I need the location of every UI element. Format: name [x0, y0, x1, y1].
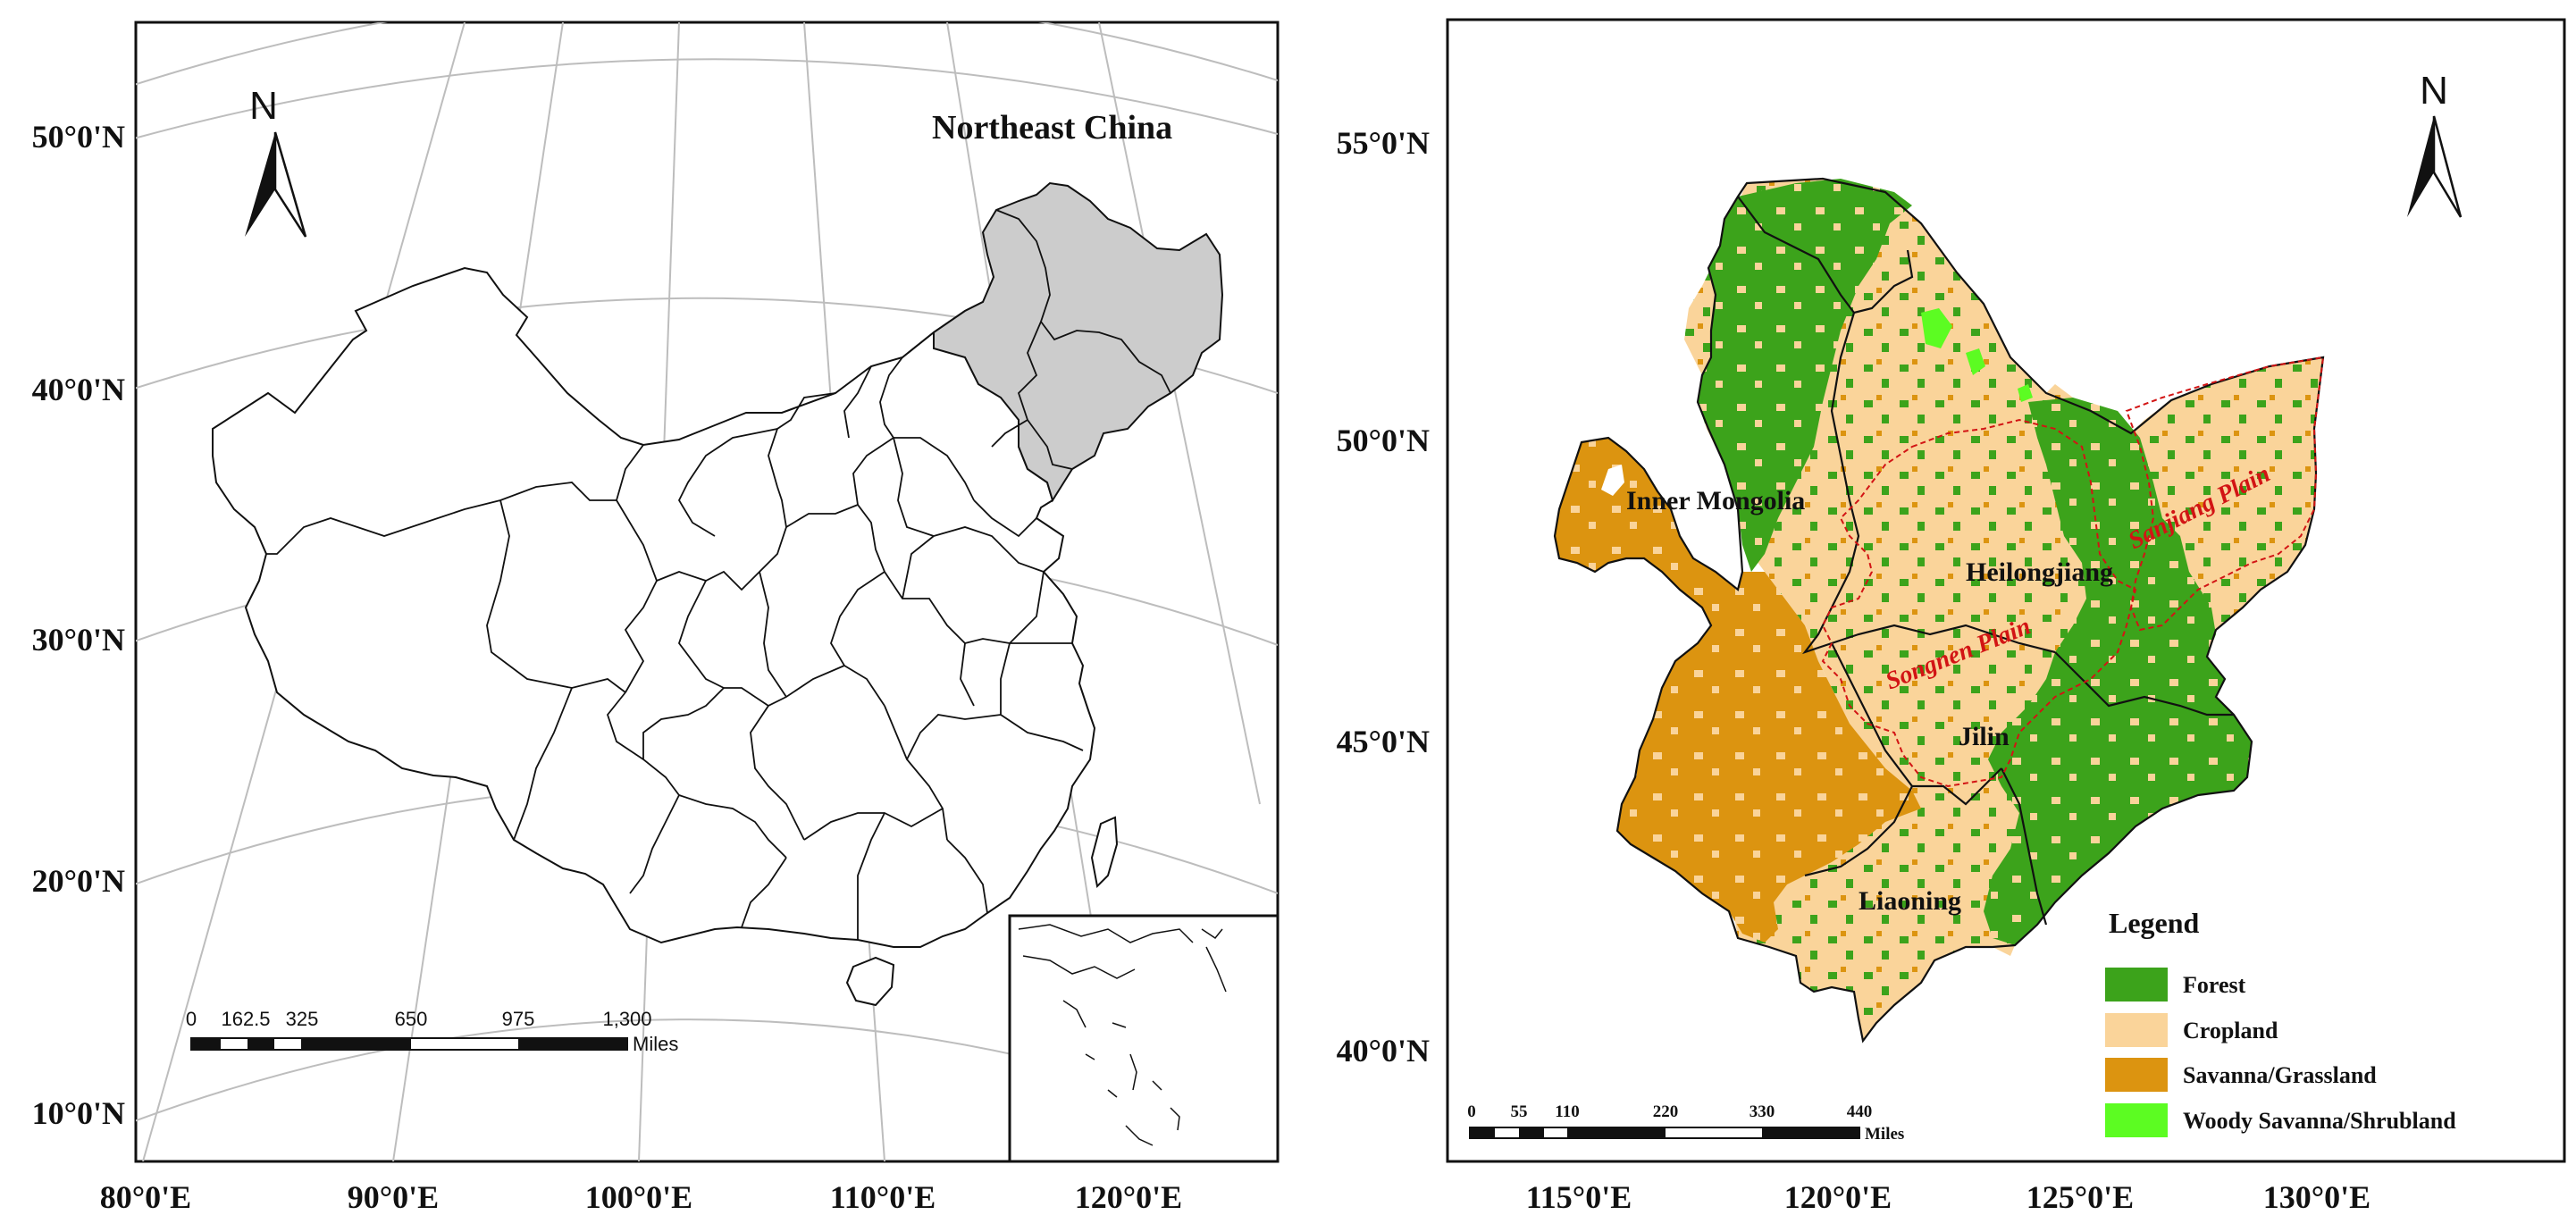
left-scale-label-3: 650	[395, 1008, 428, 1030]
legend-label-forest: Forest	[2183, 972, 2246, 998]
legend-label-savanna-grassland: Savanna/Grassland	[2183, 1062, 2377, 1088]
right-scale-label-1: 55	[1511, 1102, 1528, 1121]
left-lat-label-40n: 40°0'N	[32, 372, 125, 407]
right-lon-label-120e: 120°0'E	[1784, 1179, 1892, 1215]
right-scale-segment-4	[1762, 1127, 1859, 1138]
right-lat-label-50n: 50°0'N	[1337, 423, 1430, 458]
right-scale-unit: Miles	[1865, 1125, 1904, 1144]
left-scale-label-0: 0	[186, 1008, 197, 1030]
right-lat-label-40n: 40°0'N	[1337, 1033, 1430, 1069]
right-north-arrow-dark	[2407, 116, 2434, 217]
right-lon-label-115e: 115°0'E	[1526, 1179, 1632, 1215]
province-label-liaoning: Liaoning	[1859, 886, 1961, 916]
left-lon-labels: 80°0'E 90°0'E 100°0'E 110°0'E 120°0'E	[100, 1179, 1182, 1215]
left-scale-label-5: 1,300	[602, 1008, 651, 1030]
right-lat-label-45n: 45°0'N	[1337, 724, 1430, 759]
inset-coastline	[1018, 924, 1227, 1146]
hainan-island	[845, 956, 895, 1007]
right-lon-label-130e: 130°0'E	[2263, 1179, 2370, 1215]
province-labels: Inner Mongolia Heilongjiang Jilin Liaoni…	[1626, 486, 2113, 916]
forest-east	[1984, 398, 2252, 945]
left-scale-segment-1	[191, 1038, 221, 1050]
woody-savanna-patch-3	[2018, 384, 2033, 402]
right-north-arrow-light	[2432, 115, 2463, 218]
left-lat-label-50n: 50°0'N	[32, 119, 125, 155]
left-lat-labels: 50°0'N 40°0'N 30°0'N 20°0'N 10°0'N	[32, 119, 125, 1131]
left-north-arrow-light	[273, 131, 307, 238]
northeast-landcover-map: Inner Mongolia Heilongjiang Jilin Liaoni…	[1337, 18, 2566, 1215]
sanjiang-plain-boundary	[2125, 356, 2325, 632]
left-north-label: N	[249, 84, 278, 128]
left-lon-label-120e: 120°0'E	[1075, 1179, 1182, 1215]
northeast-china-title: Northeast China	[932, 109, 1172, 147]
landcover-layer	[1553, 177, 2325, 1043]
left-lat-label-20n: 20°0'N	[32, 863, 125, 899]
right-scale-label-2: 110	[1555, 1102, 1579, 1121]
taiwan-island	[1090, 816, 1119, 889]
right-lon-label-125e: 125°0'E	[2026, 1179, 2134, 1215]
legend-label-woody-savanna-shrubland: Woody Savanna/Shrubland	[2183, 1108, 2456, 1134]
left-lat-label-10n: 10°0'N	[32, 1095, 125, 1131]
inset-frame	[1008, 914, 1280, 1163]
legend-label-cropland: Cropland	[2183, 1018, 2278, 1043]
right-scale-label-3: 220	[1653, 1102, 1679, 1121]
legend-swatch-woody-savanna-shrubland	[2105, 1103, 2168, 1137]
northeast-region	[933, 181, 1224, 503]
province-boundaries	[266, 209, 1171, 940]
woody-savanna-patch-1	[1921, 308, 1952, 348]
woody-savanna-patch-2	[1966, 348, 1985, 375]
province-label-heilongjiang: Heilongjiang	[1966, 557, 2113, 587]
left-scale-label-1: 162.5	[221, 1008, 270, 1030]
south-china-sea-inset	[1008, 914, 1280, 1163]
savanna-grassland-region	[1555, 438, 1921, 943]
landcover-legend: Legend Forest Cropland Savanna/Grassland…	[2105, 907, 2456, 1137]
left-scale-unit: Miles	[633, 1033, 678, 1055]
left-north-arrow: N	[245, 84, 307, 238]
province-label-inner-mongolia: Inner Mongolia	[1626, 486, 1805, 515]
legend-title: Legend	[2109, 907, 2200, 939]
left-scale-label-4: 975	[502, 1008, 535, 1030]
legend-swatch-cropland	[2105, 1013, 2168, 1047]
left-scale-segment-3	[301, 1038, 411, 1050]
right-north-label: N	[2420, 69, 2448, 113]
left-scale-segment-2	[248, 1038, 274, 1050]
province-label-jilin: Jilin	[1959, 722, 2010, 751]
left-lon-label-100e: 100°0'E	[585, 1179, 692, 1215]
right-scale-segment-2	[1519, 1127, 1544, 1138]
left-scale-bar: 0 162.5 325 650 975 1,300 Miles	[186, 1008, 678, 1055]
china-overview-map: N Northeast China 0 162.5 325 650 975 1,…	[32, 21, 1280, 1215]
province-boundaries-ne	[1553, 177, 2325, 1043]
forest-north	[1698, 179, 1912, 572]
left-lat-label-30n: 30°0'N	[32, 622, 125, 658]
left-north-arrow-dark	[245, 132, 275, 237]
left-scale-segment-4	[518, 1038, 627, 1050]
right-lon-labels: 115°0'E 120°0'E 125°0'E 130°0'E	[1526, 1179, 2370, 1215]
right-scale-label-0: 0	[1467, 1102, 1476, 1121]
left-lon-label-90e: 90°0'E	[348, 1179, 439, 1215]
right-lat-labels: 55°0'N 50°0'N 45°0'N 40°0'N	[1337, 125, 1430, 1069]
right-scale-label-4: 330	[1749, 1102, 1775, 1121]
china-outline	[212, 266, 1096, 948]
right-scale-segment-1	[1470, 1127, 1495, 1138]
left-lon-label-110e: 110°0'E	[830, 1179, 936, 1215]
water-patch	[1601, 465, 1624, 496]
right-north-arrow: N	[2407, 69, 2463, 218]
left-lon-label-80e: 80°0'E	[100, 1179, 191, 1215]
songnen-plain-boundary	[1821, 418, 2137, 788]
plain-boundaries	[1821, 356, 2325, 788]
left-scale-label-2: 325	[286, 1008, 319, 1030]
right-lat-label-55n: 55°0'N	[1337, 125, 1430, 161]
legend-swatch-forest	[2105, 968, 2168, 1002]
china-provinces	[212, 181, 1224, 1007]
legend-swatch-savanna-grassland	[2105, 1058, 2168, 1092]
right-scale-label-5: 440	[1847, 1102, 1873, 1121]
right-scale-bar: 0 55 110 220 330 440 Miles	[1467, 1102, 1904, 1144]
right-scale-segment-3	[1567, 1127, 1666, 1138]
